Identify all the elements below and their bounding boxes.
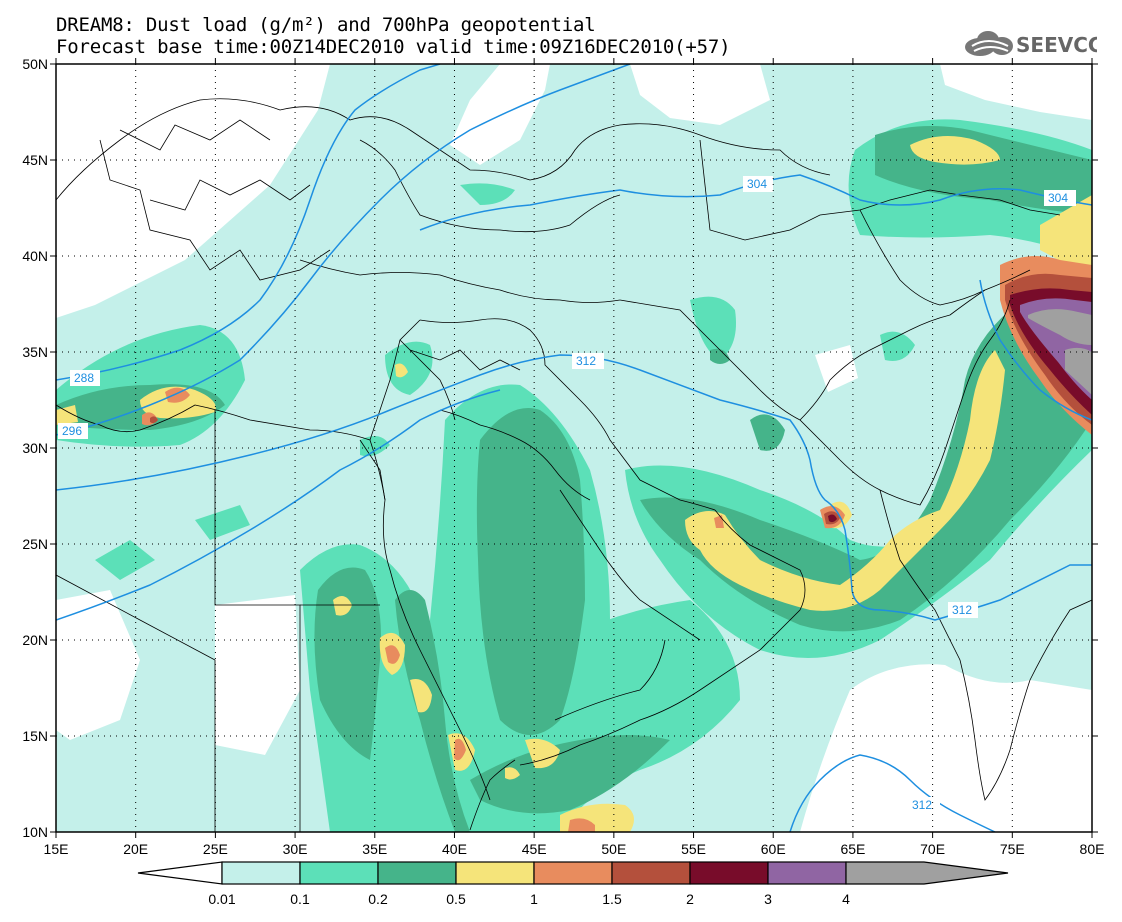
longitude-labels: 15E 20E 25E 30E 35E 40E 45E 50E 55E 60E 65E 70E 75E 8…	[44, 841, 1105, 857]
lon-label: 40E	[442, 841, 467, 857]
lon-label: 15E	[44, 841, 69, 857]
colorbar-label: 0.2	[368, 891, 388, 907]
contour-label-304: 304	[747, 177, 767, 191]
lat-label: 20N	[22, 632, 48, 648]
contour-label-296: 296	[62, 424, 82, 438]
colorbar-label: 0.1	[290, 891, 310, 907]
colorbar-swatch	[845, 861, 1009, 885]
country-borders	[56, 98, 1092, 832]
lat-label: 30N	[22, 440, 48, 456]
lon-label: 45E	[522, 841, 547, 857]
geopotential-contours	[56, 64, 1092, 832]
lon-label: 80E	[1080, 841, 1105, 857]
contour-label-312b: 312	[952, 603, 972, 617]
contour-288	[56, 64, 441, 381]
contour-label-288: 288	[74, 371, 94, 385]
colorbar-label: 2	[686, 891, 694, 907]
map-subtitle: Forecast base time:00Z14DEC2010 valid ti…	[56, 36, 731, 58]
colorbar-swatch	[377, 861, 457, 885]
colorbar-label: 3	[764, 891, 772, 907]
colorbar-swatch	[767, 861, 847, 885]
colorbar-swatch	[455, 861, 535, 885]
seevccc-logo: SEEVCCC	[965, 31, 1097, 57]
colorbar-lower-arrow	[137, 861, 223, 885]
colorbar-label: 1.5	[602, 891, 622, 907]
colorbar-swatch	[611, 861, 691, 885]
lat-label: 35N	[22, 344, 48, 360]
dust-field: 288 296 304 304 312 312 312	[56, 64, 1092, 832]
lon-label: 75E	[1000, 841, 1025, 857]
latitude-labels: 10N 15N 20N 25N 30N 35N 40N 45N 50N	[22, 56, 48, 840]
lon-label: 70E	[920, 841, 945, 857]
contour-312-south	[789, 754, 996, 832]
contour-labels: 288 296 304 304 312 312 312	[58, 176, 1076, 813]
lat-label: 10N	[22, 824, 48, 840]
colorbar: 0.01 0.1 0.2 0.5 1 1.5 2 3 4	[137, 861, 1009, 907]
lon-label: 20E	[123, 841, 148, 857]
colorbar-label: 4	[842, 891, 850, 907]
lon-label: 50E	[601, 841, 626, 857]
lon-label: 30E	[283, 841, 308, 857]
lat-label: 40N	[22, 248, 48, 264]
axis-ticks	[50, 58, 1098, 838]
lat-label: 25N	[22, 536, 48, 552]
contour-304	[419, 174, 1092, 231]
contour-312	[56, 354, 1092, 621]
clean-air-areas	[56, 64, 1092, 832]
contour-label-312: 312	[576, 354, 596, 368]
contour-label-304b: 304	[1048, 191, 1068, 205]
lon-label: 65E	[840, 841, 865, 857]
colorbar-label: 0.5	[446, 891, 466, 907]
logo-text: SEEVCCC	[1016, 33, 1097, 57]
dust-level-4	[1028, 309, 1092, 395]
colorbar-label: 0.01	[208, 891, 235, 907]
contour-296	[56, 64, 631, 436]
lat-label: 50N	[22, 56, 48, 72]
lat-label: 15N	[22, 728, 48, 744]
colorbar-swatch	[221, 861, 301, 885]
lon-label: 25E	[203, 841, 228, 857]
colorbar-swatch	[533, 861, 613, 885]
contour-mountain	[979, 279, 1092, 421]
graticule	[56, 64, 1092, 832]
lon-label: 55E	[681, 841, 706, 857]
lon-label: 60E	[761, 841, 786, 857]
colorbar-label: 1	[530, 891, 538, 907]
contour-label-312c: 312	[912, 798, 932, 812]
lat-label: 45N	[22, 152, 48, 168]
contour-312b	[56, 389, 501, 621]
colorbar-swatch	[299, 861, 379, 885]
cloud-icon	[965, 31, 1013, 56]
lon-label: 35E	[362, 841, 387, 857]
dust-level-0.5	[56, 136, 1092, 832]
map-title: DREAM8: Dust load (g/m²) and 700hPa geop…	[56, 14, 596, 36]
colorbar-swatch	[689, 861, 769, 885]
